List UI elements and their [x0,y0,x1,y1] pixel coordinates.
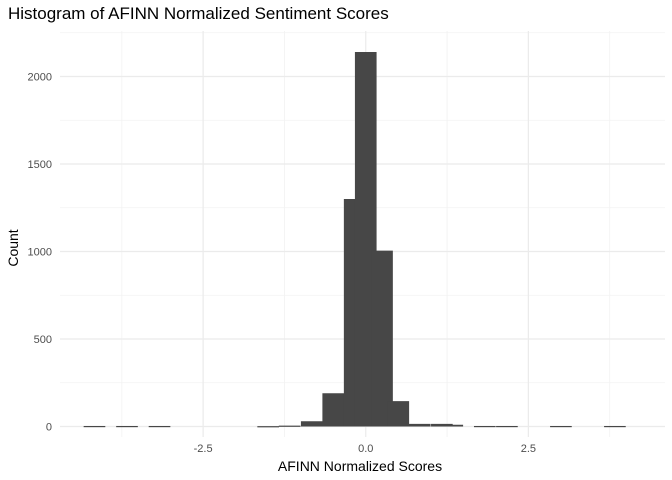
x-tick-label: 2.5 [521,443,536,455]
y-tick-label: 0 [46,422,52,434]
histogram-bar [116,425,138,428]
histogram-bar [473,425,496,428]
histogram-bar [550,425,572,428]
histogram-bar [300,421,323,427]
histogram-bar [354,52,377,427]
histogram-bar [604,425,626,428]
y-tick-label: 1000 [28,247,52,259]
x-axis-title: AFINN Normalized Scores [278,458,442,474]
y-tick-label: 2000 [28,72,52,84]
chart-title: Histogram of AFINN Normalized Sentiment … [8,4,389,23]
x-tick-labels: -2.5 0.0 2.5 [194,443,536,455]
histogram-bar [322,393,345,427]
bars-layer [83,52,626,428]
y-axis-title: Count [5,229,21,266]
y-tick-label: 1500 [28,159,52,171]
histogram-bar [371,250,393,427]
x-tick-label: 0.0 [358,443,373,455]
histogram-bar [148,425,171,428]
histogram-bar [408,423,431,427]
histogram-bar [387,401,410,427]
histogram-bar [257,426,280,428]
y-tick-labels: 0 500 1000 1500 2000 [28,72,52,434]
x-tick-label: -2.5 [194,443,213,455]
histogram-bar [83,425,106,428]
histogram-bar [496,425,518,428]
histogram-bar [441,424,464,427]
histogram-bar [278,425,301,427]
y-tick-label: 500 [34,334,52,346]
